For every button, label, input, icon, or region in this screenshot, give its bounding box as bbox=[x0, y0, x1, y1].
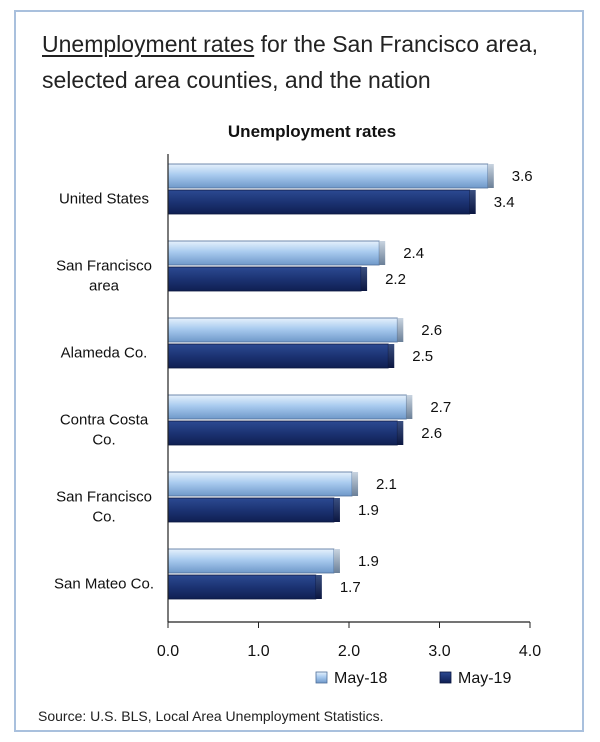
value-label: 2.6 bbox=[421, 425, 442, 442]
bar-may-18 bbox=[167, 163, 489, 189]
x-tick-label: 1.0 bbox=[247, 643, 269, 660]
bar-may-19 bbox=[167, 189, 471, 215]
value-label: 2.2 bbox=[385, 271, 406, 288]
bar-may-19 bbox=[167, 266, 362, 292]
source-note: Source: U.S. BLS, Local Area Unemploymen… bbox=[38, 708, 384, 724]
category-label: San Mateo Co. bbox=[54, 576, 154, 593]
category-label: Contra Costa bbox=[60, 412, 149, 429]
bar-cap bbox=[333, 549, 340, 573]
bar-cap bbox=[487, 164, 494, 188]
value-label: 2.6 bbox=[421, 322, 442, 339]
bar-cap bbox=[469, 190, 476, 214]
bar-may-18 bbox=[167, 394, 407, 420]
value-label: 2.4 bbox=[403, 245, 424, 262]
bar-cap bbox=[388, 344, 395, 368]
bar-may-18 bbox=[167, 548, 335, 574]
x-tick-label: 0.0 bbox=[157, 643, 179, 660]
legend-swatch-may-19 bbox=[439, 671, 452, 684]
plot-area: 0.0 1.0 2.0 3.0 4.0 United States 3.6 3.4 San Fr… bbox=[54, 154, 541, 687]
bar-may-19 bbox=[167, 420, 398, 446]
page-title: Unemployment rates for the San Francisco… bbox=[42, 26, 562, 98]
bar-may-18 bbox=[167, 317, 398, 343]
chart-title: Unemployment rates bbox=[228, 122, 396, 141]
x-tick-label: 3.0 bbox=[428, 643, 450, 660]
bar-may-19 bbox=[167, 497, 335, 523]
value-label: 1.7 bbox=[340, 579, 361, 596]
legend-label: May-19 bbox=[458, 670, 511, 687]
bar-may-19 bbox=[167, 574, 317, 600]
chart-frame bbox=[14, 10, 584, 732]
legend-label: May-18 bbox=[334, 670, 387, 687]
title-rest: for the San Francisco area, selected are… bbox=[42, 31, 539, 93]
x-tick-label: 4.0 bbox=[519, 643, 541, 660]
value-label: 2.1 bbox=[376, 476, 397, 493]
bar-cap bbox=[379, 241, 386, 265]
bar-may-18 bbox=[167, 240, 380, 266]
bar-may-18 bbox=[167, 471, 353, 497]
bar-cap bbox=[397, 421, 404, 445]
x-tick-label: 2.0 bbox=[338, 643, 360, 660]
bar-cap bbox=[352, 472, 359, 496]
category-label: San Francisco bbox=[56, 489, 152, 506]
title-underlined: Unemployment rates bbox=[42, 31, 255, 57]
value-label: 2.5 bbox=[412, 348, 433, 365]
bar-cap bbox=[333, 498, 340, 522]
category-label: United States bbox=[59, 191, 149, 208]
value-label: 1.9 bbox=[358, 502, 379, 519]
category-label: San Francisco bbox=[56, 258, 152, 275]
bar-cap bbox=[315, 575, 322, 599]
category-label: Co. bbox=[92, 432, 115, 449]
bar-may-19 bbox=[167, 343, 389, 369]
value-label: 3.6 bbox=[512, 168, 533, 185]
category-label: Co. bbox=[92, 509, 115, 526]
category-label: area bbox=[89, 278, 120, 295]
bar-cap bbox=[397, 318, 404, 342]
value-label: 1.9 bbox=[358, 553, 379, 570]
bar-cap bbox=[361, 267, 368, 291]
category-label: Alameda Co. bbox=[61, 345, 148, 362]
legend-swatch-may-18 bbox=[315, 671, 328, 684]
value-label: 2.7 bbox=[430, 399, 451, 416]
value-label: 3.4 bbox=[494, 194, 515, 211]
bar-cap bbox=[406, 395, 413, 419]
